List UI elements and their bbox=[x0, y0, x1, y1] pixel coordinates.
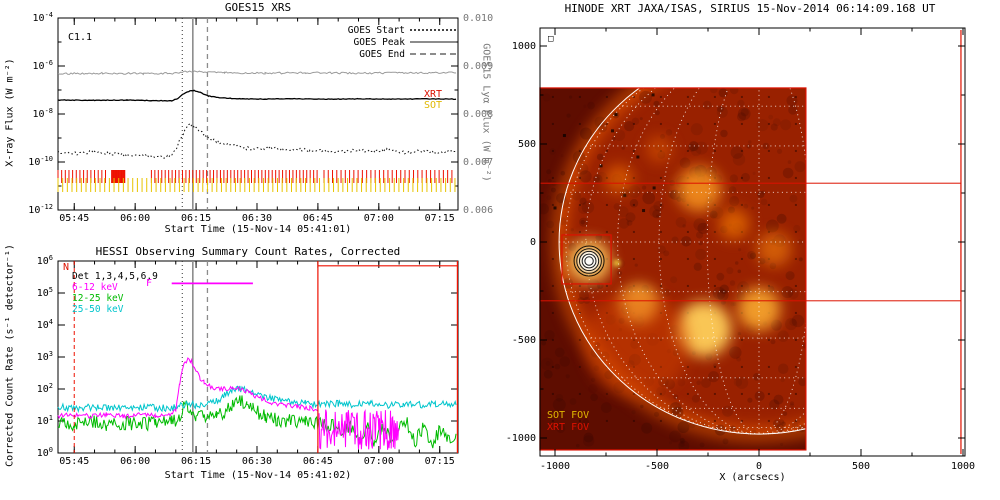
xrt-fov-label: XRT FOV bbox=[547, 422, 590, 433]
goes-class-label: C1.1 bbox=[68, 32, 93, 43]
svg-text:103: 103 bbox=[37, 350, 53, 363]
series-goes-xrs-short bbox=[57, 123, 457, 159]
sot-fov-label: SOT FOV bbox=[547, 410, 590, 421]
svg-text:104: 104 bbox=[37, 318, 53, 331]
flare-contour bbox=[584, 256, 594, 266]
legend-row-goes-peak: GOES Peak bbox=[308, 36, 456, 48]
svg-text:06:15: 06:15 bbox=[181, 213, 211, 224]
flare-contour bbox=[581, 253, 597, 269]
hessi-panel: 05:45 06:00 06:15 06:30 06:45 07:00 07:15 100 10… bbox=[0, 243, 500, 500]
svg-text:10-10: 10-10 bbox=[28, 155, 53, 168]
hessi-legend-detectors: Det 1,3,4,5,6,9 bbox=[72, 271, 158, 282]
sot-fov-box bbox=[561, 234, 612, 285]
svg-text:1000: 1000 bbox=[512, 41, 536, 52]
svg-text:05:45: 05:45 bbox=[59, 213, 89, 224]
series-goes15-lyman-alpha bbox=[57, 70, 457, 76]
svg-text:07:15: 07:15 bbox=[425, 456, 455, 467]
legend-label-goes-end: GOES End bbox=[359, 48, 405, 60]
svg-text:06:15: 06:15 bbox=[181, 456, 211, 467]
svg-text:1000: 1000 bbox=[951, 461, 975, 472]
svg-text:0.010: 0.010 bbox=[463, 13, 493, 24]
hessi-count-rate-plot: 05:45 06:00 06:15 06:30 06:45 07:00 07:15 100 10… bbox=[37, 254, 459, 467]
legend-label-goes-start: GOES Start bbox=[347, 24, 405, 36]
hessi-legend-6-12: 6-12 keV bbox=[72, 282, 118, 293]
goes-ylabel-left: X-ray Flux (W m⁻²) bbox=[4, 58, 16, 167]
hessi-ylabel: Corrected Count Rate (s⁻¹ detector⁻¹) bbox=[4, 244, 16, 467]
dotted-line-sample bbox=[410, 29, 456, 31]
svg-text:101: 101 bbox=[37, 414, 53, 427]
svg-text:-500: -500 bbox=[512, 335, 536, 346]
svg-text:07:00: 07:00 bbox=[364, 456, 394, 467]
dashed-line-sample bbox=[410, 53, 456, 55]
svg-text:500: 500 bbox=[518, 139, 536, 150]
xrt-title: HINODE XRT JAXA/ISAS, SIRIUS 15-Nov-2014… bbox=[564, 2, 936, 15]
flare-contour bbox=[573, 245, 605, 277]
frame-marker: □ bbox=[548, 34, 554, 44]
svg-text:06:00: 06:00 bbox=[120, 213, 150, 224]
xrt-solar-image bbox=[539, 87, 806, 450]
svg-text:10-6: 10-6 bbox=[33, 59, 53, 72]
legend-row-goes-start: GOES Start bbox=[308, 24, 456, 36]
series-hessi-25-50kev bbox=[57, 385, 457, 414]
goes-xrs-panel: 05:45 06:00 06:15 06:30 06:45 07:00 07:15 10-4 1… bbox=[0, 0, 500, 243]
hessi-title: HESSI Observing Summary Count Rates, Cor… bbox=[95, 245, 401, 258]
legend-label-goes-peak: GOES Peak bbox=[353, 36, 405, 48]
svg-text:07:15: 07:15 bbox=[425, 213, 455, 224]
flare-contour bbox=[576, 248, 602, 274]
series-hessi-6-12kev-dropout bbox=[318, 408, 400, 450]
svg-text:06:45: 06:45 bbox=[303, 213, 333, 224]
goes-xlabel: Start Time (15-Nov-14 05:41:01) bbox=[164, 224, 352, 235]
svg-text:0.007: 0.007 bbox=[463, 157, 493, 168]
svg-text:100: 100 bbox=[37, 446, 53, 459]
goes-ylabel-right: GOES15 Lyα Flux (W m⁻²) bbox=[480, 43, 492, 182]
hessi-legend-25-50: 25-50 keV bbox=[72, 304, 124, 315]
series-hessi-12-25kev bbox=[57, 395, 457, 449]
hessi-night-flag-label: N bbox=[63, 262, 70, 273]
svg-text:0: 0 bbox=[756, 461, 762, 472]
hessi-xlabel: Start Time (15-Nov-14 05:41:02) bbox=[164, 470, 352, 481]
svg-text:-1000: -1000 bbox=[506, 433, 536, 444]
svg-text:06:45: 06:45 bbox=[303, 456, 333, 467]
svg-text:06:30: 06:30 bbox=[242, 213, 272, 224]
svg-text:105: 105 bbox=[37, 286, 53, 299]
svg-text:06:30: 06:30 bbox=[242, 456, 272, 467]
sot-campaign-label: SOT bbox=[424, 100, 443, 111]
svg-text:0.008: 0.008 bbox=[463, 109, 493, 120]
legend-row-goes-end: GOES End bbox=[308, 48, 456, 60]
xrt-xlabel: X (arcsecs) bbox=[719, 472, 786, 483]
series-hessi-6-12kev bbox=[57, 357, 319, 420]
svg-text:-500: -500 bbox=[645, 461, 669, 472]
flare-contour bbox=[578, 250, 600, 272]
svg-text:10-4: 10-4 bbox=[33, 11, 53, 24]
hessi-legend-12-25: 12-25 keV bbox=[72, 293, 124, 304]
svg-text:102: 102 bbox=[37, 382, 53, 395]
svg-text:0: 0 bbox=[530, 237, 536, 248]
svg-text:07:00: 07:00 bbox=[364, 213, 394, 224]
series-goes-xrs-long bbox=[57, 89, 457, 102]
hessi-flare-flag-label: F bbox=[146, 278, 153, 289]
svg-text:10-12: 10-12 bbox=[28, 203, 53, 216]
xrt-campaign-label: XRT bbox=[424, 89, 443, 100]
hinode-xrt-image-plot: -1000 -500 0 500 1000 1000 500 0 -500 -1000 bbox=[506, 27, 975, 472]
goes-legend: GOES Start GOES Peak GOES End bbox=[308, 24, 456, 60]
svg-text:05:45: 05:45 bbox=[59, 456, 89, 467]
svg-text:0.009: 0.009 bbox=[463, 61, 493, 72]
svg-text:500: 500 bbox=[852, 461, 870, 472]
svg-text:10-8: 10-8 bbox=[33, 107, 53, 120]
svg-text:0.006: 0.006 bbox=[463, 205, 493, 216]
flare-core bbox=[578, 250, 601, 273]
solar-limb bbox=[558, 87, 806, 435]
solid-line-sample bbox=[410, 41, 456, 43]
hinode-xrt-panel: -1000 -500 0 500 1000 1000 500 0 -500 -1000 HINOD… bbox=[500, 0, 1000, 500]
svg-text:-1000: -1000 bbox=[540, 461, 570, 472]
goes-title: GOES15 XRS bbox=[224, 1, 292, 14]
svg-text:06:00: 06:00 bbox=[120, 456, 150, 467]
goes-xrs-plot: 05:45 06:00 06:15 06:30 06:45 07:00 07:15 10-4 1… bbox=[28, 11, 493, 224]
